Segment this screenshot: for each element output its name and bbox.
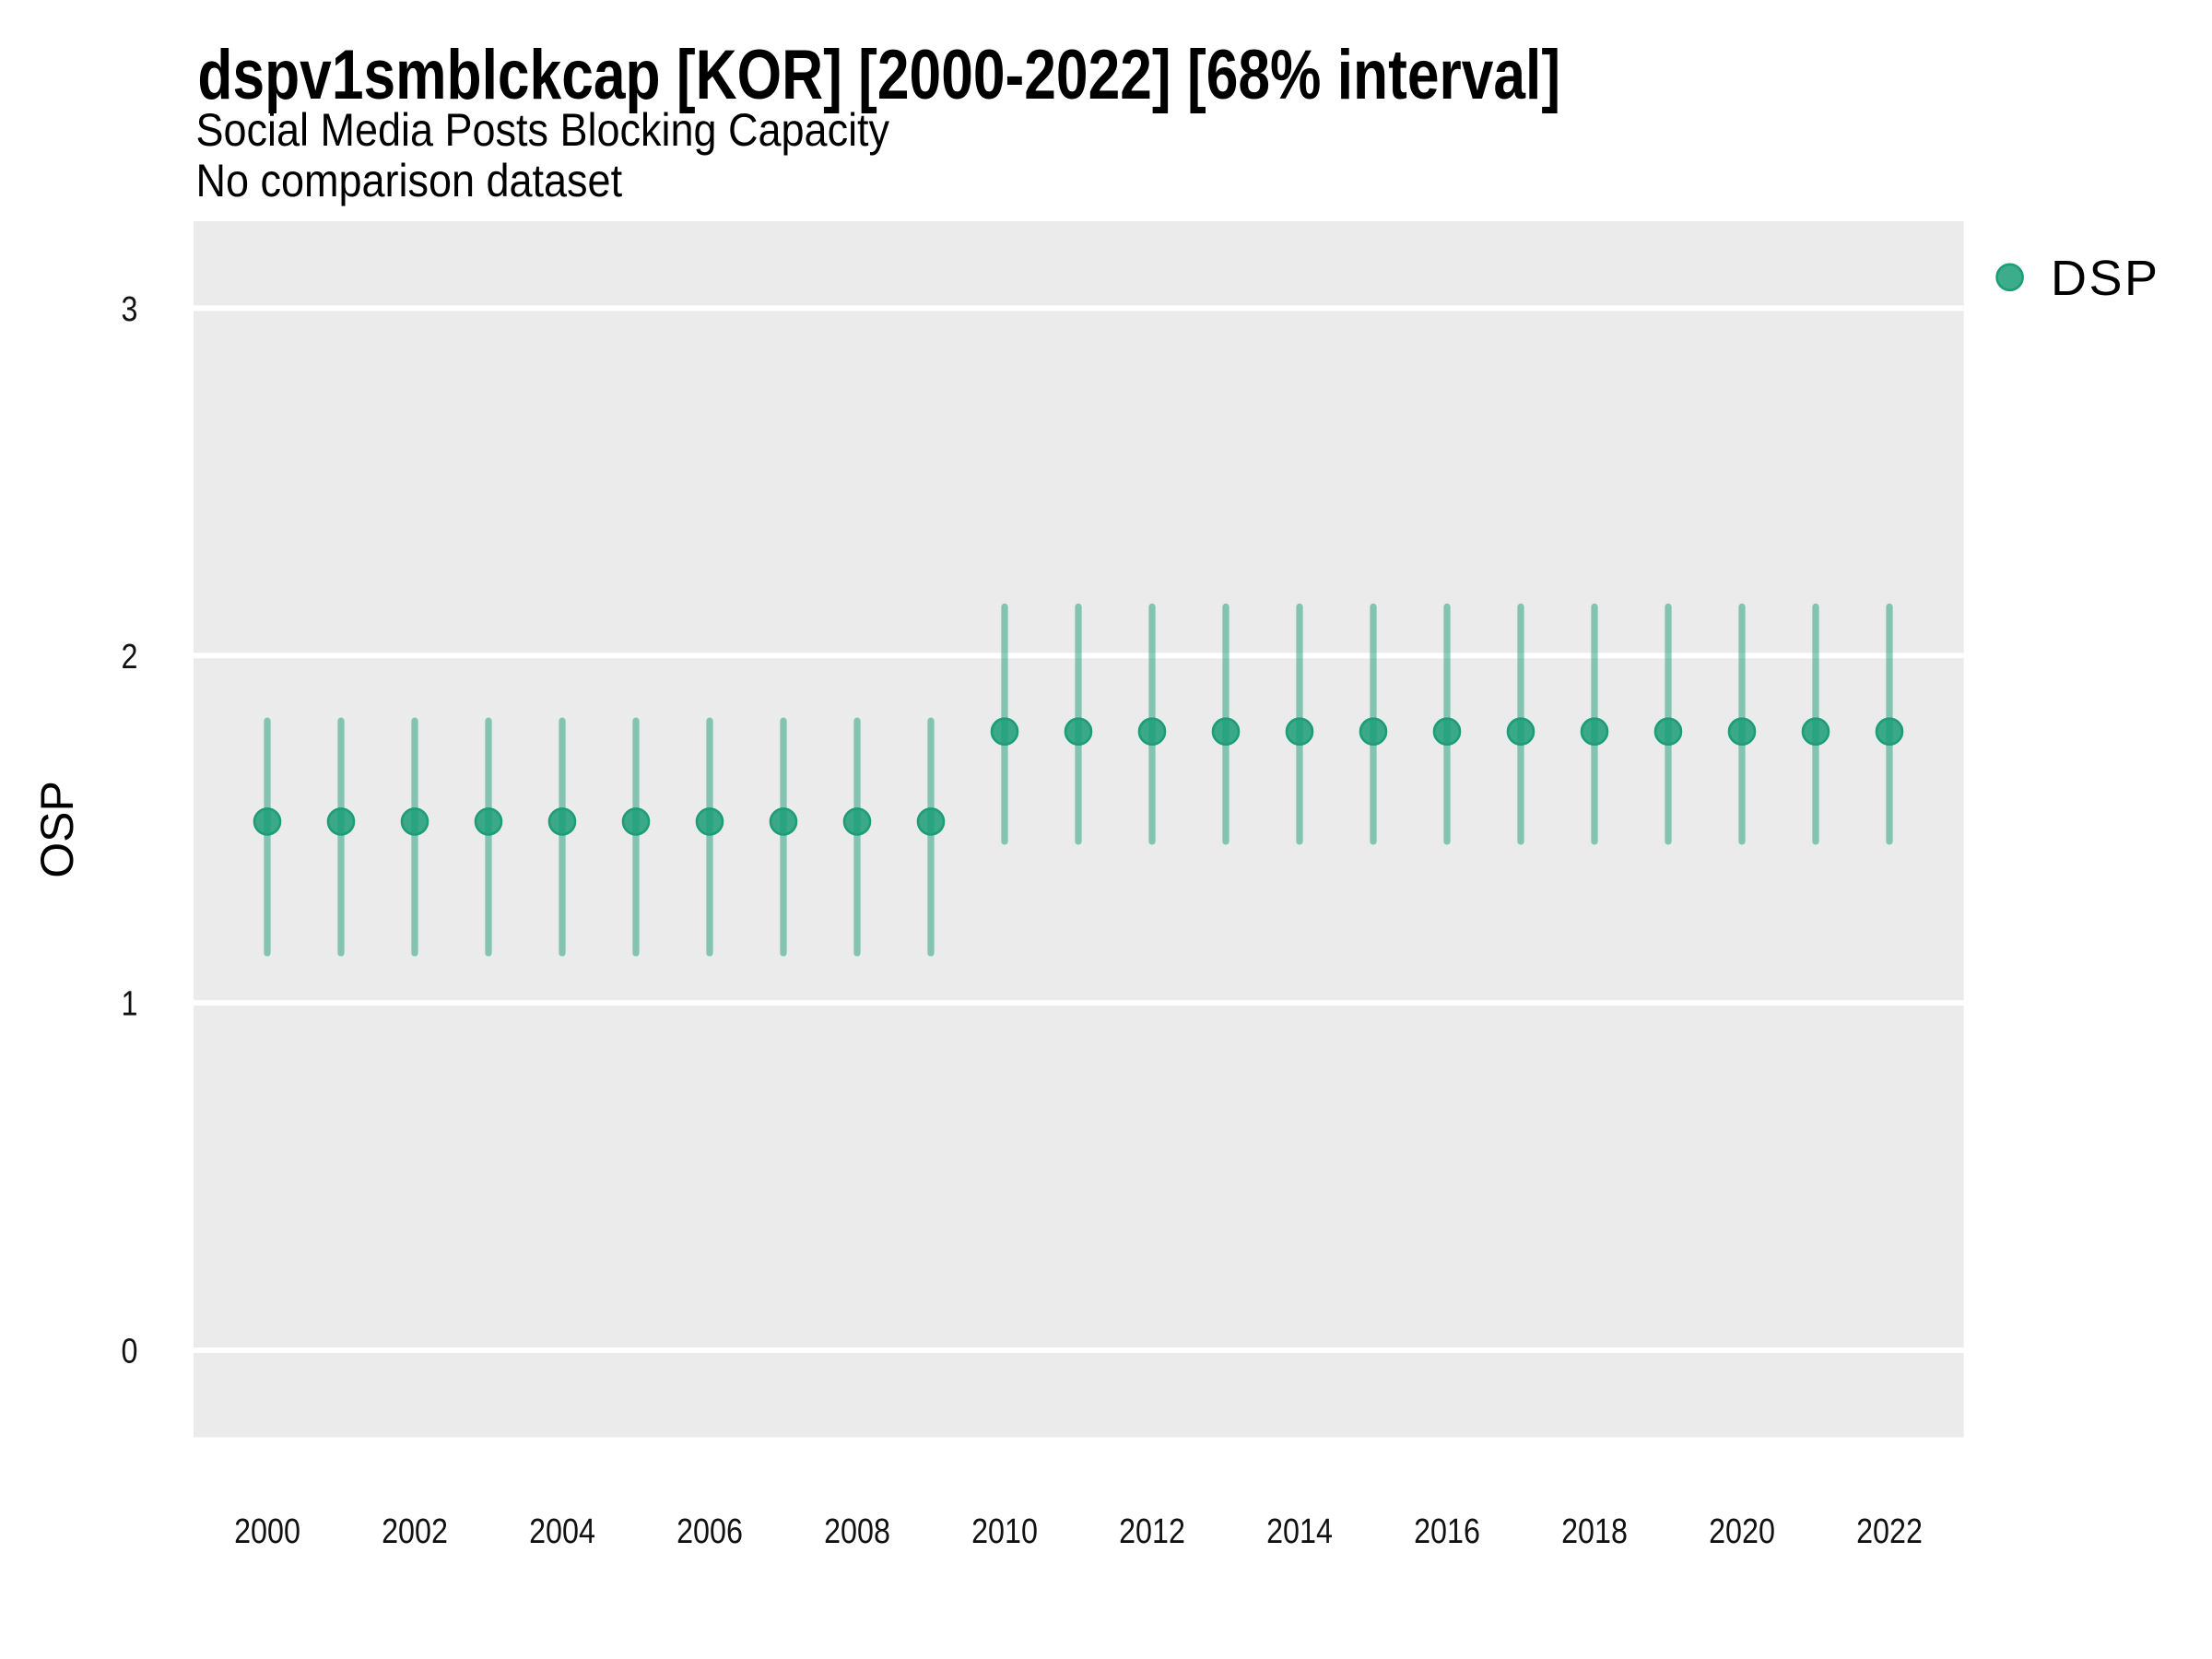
svg-text:2: 2 <box>122 637 138 676</box>
svg-text:2012: 2012 <box>1119 1512 1185 1551</box>
svg-text:2018: 2018 <box>1561 1512 1628 1551</box>
svg-text:2022: 2022 <box>1856 1512 1923 1551</box>
svg-text:1: 1 <box>122 984 138 1023</box>
svg-text:OSP: OSP <box>31 781 83 878</box>
svg-text:2016: 2016 <box>1414 1512 1480 1551</box>
svg-text:2008: 2008 <box>824 1512 890 1551</box>
svg-text:Social Media Posts Blocking Ca: Social Media Posts Blocking Capacity <box>196 105 890 157</box>
svg-text:2006: 2006 <box>677 1512 743 1551</box>
svg-text:2010: 2010 <box>971 1512 1038 1551</box>
svg-text:2002: 2002 <box>382 1512 448 1551</box>
svg-text:2000: 2000 <box>234 1512 300 1551</box>
svg-text:3: 3 <box>122 289 138 328</box>
svg-text:DSP: DSP <box>2051 251 2160 306</box>
svg-text:No comparison dataset: No comparison dataset <box>196 156 623 207</box>
svg-text:0: 0 <box>122 1332 138 1371</box>
svg-text:2020: 2020 <box>1709 1512 1775 1551</box>
svg-text:2014: 2014 <box>1266 1512 1333 1551</box>
svg-text:dspv1smblckcap [KOR] [2000-202: dspv1smblckcap [KOR] [2000-2022] [68% in… <box>197 35 1560 113</box>
svg-text:2004: 2004 <box>529 1512 595 1551</box>
